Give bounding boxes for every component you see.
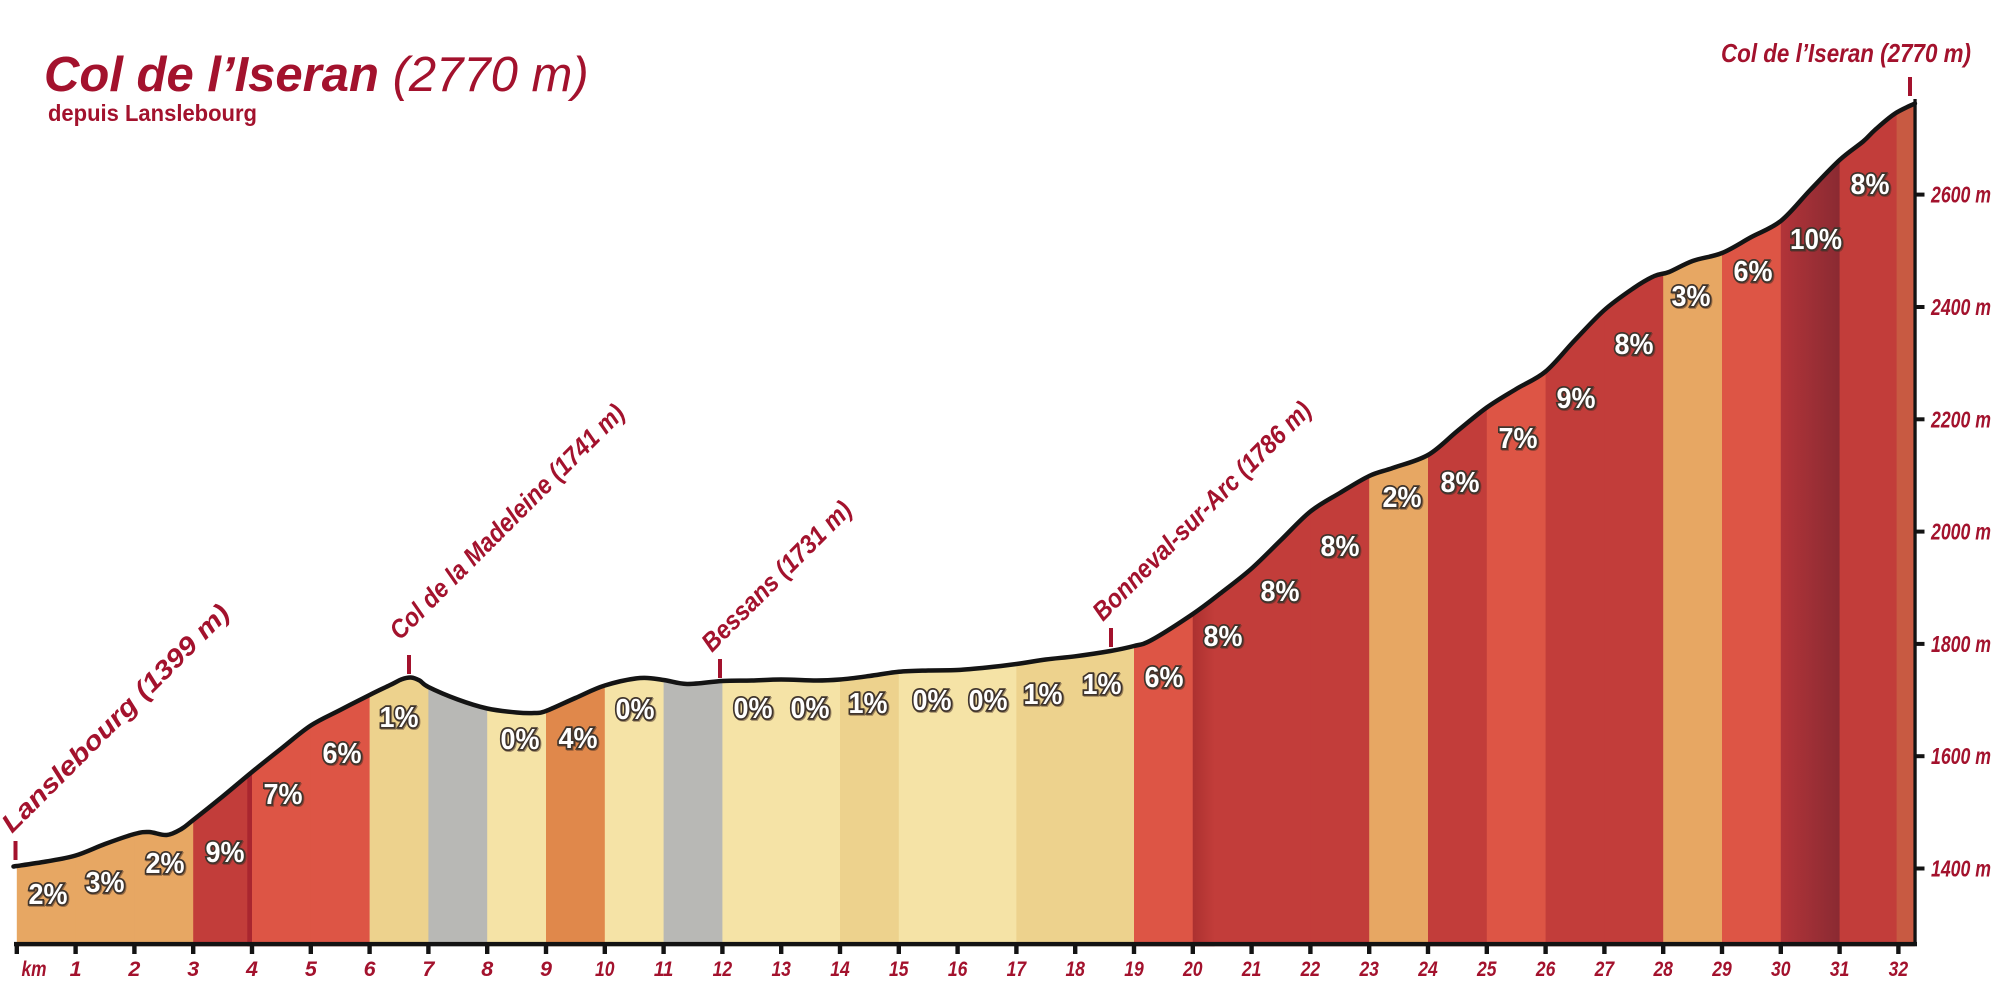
svg-text:11: 11 <box>654 957 674 981</box>
svg-text:0%: 0% <box>791 693 830 725</box>
svg-text:19: 19 <box>1124 957 1144 981</box>
svg-text:1: 1 <box>70 957 82 981</box>
svg-text:1400 m: 1400 m <box>1931 856 1991 882</box>
svg-text:2%: 2% <box>1383 482 1422 514</box>
svg-text:3%: 3% <box>1672 281 1711 313</box>
svg-text:32: 32 <box>1889 957 1909 981</box>
svg-text:15: 15 <box>889 957 909 981</box>
svg-text:1%: 1% <box>849 688 888 720</box>
svg-text:0%: 0% <box>913 685 952 717</box>
svg-text:1800 m: 1800 m <box>1931 631 1991 657</box>
svg-text:0%: 0% <box>969 685 1008 717</box>
svg-text:29: 29 <box>1711 957 1731 981</box>
svg-text:18: 18 <box>1065 957 1085 981</box>
svg-text:0%: 0% <box>616 694 655 726</box>
svg-text:31: 31 <box>1830 957 1850 981</box>
svg-text:depuis Lanslebourg: depuis Lanslebourg <box>48 100 257 126</box>
svg-text:13: 13 <box>771 957 791 981</box>
svg-text:6: 6 <box>364 957 377 981</box>
svg-text:20: 20 <box>1182 957 1202 981</box>
svg-text:8%: 8% <box>1615 329 1654 361</box>
svg-text:8%: 8% <box>1441 467 1480 499</box>
svg-text:4%: 4% <box>559 723 598 755</box>
svg-text:2200 m: 2200 m <box>1930 406 1991 432</box>
svg-text:26: 26 <box>1535 957 1556 981</box>
svg-text:25: 25 <box>1476 957 1497 981</box>
svg-text:km: km <box>22 957 47 981</box>
svg-text:22: 22 <box>1300 957 1320 981</box>
svg-text:2400 m: 2400 m <box>1930 294 1991 320</box>
svg-text:7: 7 <box>422 957 435 981</box>
svg-text:8%: 8% <box>1261 576 1300 608</box>
svg-text:2600 m: 2600 m <box>1930 182 1991 208</box>
svg-text:6%: 6% <box>1145 662 1184 694</box>
svg-text:21: 21 <box>1241 957 1261 981</box>
svg-text:17: 17 <box>1007 957 1027 981</box>
svg-text:16: 16 <box>948 957 968 981</box>
svg-text:8%: 8% <box>1851 169 1890 201</box>
svg-text:10: 10 <box>595 957 615 981</box>
svg-text:2000 m: 2000 m <box>1930 519 1991 545</box>
svg-text:12: 12 <box>713 957 733 981</box>
svg-text:Bessans (1731 m): Bessans (1731 m) <box>695 495 858 658</box>
svg-text:2%: 2% <box>146 848 185 880</box>
svg-text:7%: 7% <box>1499 423 1538 455</box>
svg-text:1%: 1% <box>380 702 419 734</box>
svg-text:27: 27 <box>1594 957 1615 981</box>
svg-text:0%: 0% <box>734 693 773 725</box>
svg-text:9: 9 <box>540 957 552 981</box>
svg-text:28: 28 <box>1653 957 1673 981</box>
svg-text:9%: 9% <box>206 837 245 869</box>
svg-text:8: 8 <box>481 957 493 981</box>
svg-text:Col de la Madeleine (1741 m): Col de la Madeleine (1741 m) <box>383 398 630 645</box>
svg-text:8%: 8% <box>1204 621 1243 653</box>
svg-text:10%: 10% <box>1790 224 1842 256</box>
svg-text:24: 24 <box>1417 957 1437 981</box>
svg-text:2: 2 <box>127 957 140 981</box>
svg-text:0%: 0% <box>501 724 540 756</box>
svg-text:6%: 6% <box>1734 256 1773 288</box>
svg-text:9%: 9% <box>1557 383 1596 415</box>
svg-text:7%: 7% <box>264 779 303 811</box>
svg-text:Col de l’Iseran (2770 m): Col de l’Iseran (2770 m) <box>1721 38 1971 68</box>
svg-text:5: 5 <box>305 957 318 981</box>
svg-text:4: 4 <box>245 957 258 981</box>
svg-text:2%: 2% <box>29 879 68 911</box>
svg-text:1600 m: 1600 m <box>1931 743 1991 769</box>
svg-text:1%: 1% <box>1024 679 1063 711</box>
svg-text:1%: 1% <box>1083 669 1122 701</box>
svg-text:Col de l’Iseran (2770 m): Col de l’Iseran (2770 m) <box>44 48 589 102</box>
svg-text:6%: 6% <box>323 738 362 770</box>
svg-text:23: 23 <box>1359 957 1379 981</box>
svg-text:14: 14 <box>830 957 850 981</box>
svg-text:Lanslebourg (1399 m): Lanslebourg (1399 m) <box>0 598 235 838</box>
svg-text:30: 30 <box>1771 957 1791 981</box>
svg-text:3: 3 <box>187 957 199 981</box>
svg-text:3%: 3% <box>86 867 125 899</box>
svg-text:8%: 8% <box>1321 531 1360 563</box>
